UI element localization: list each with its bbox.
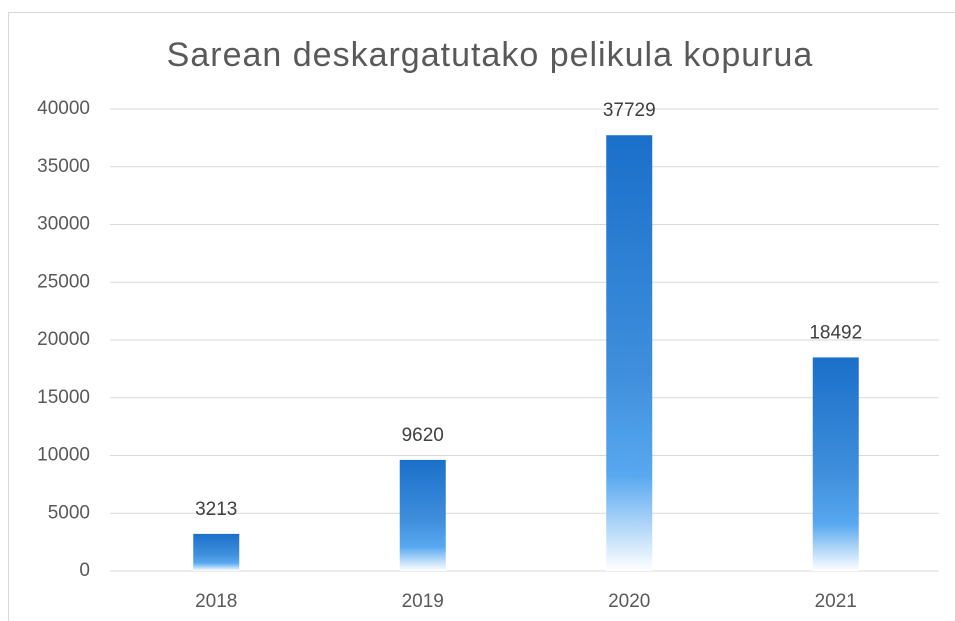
y-tick-label: 35000	[37, 156, 90, 177]
bar	[193, 533, 240, 571]
y-tick-label: 40000	[37, 98, 90, 119]
data-label: 37729	[603, 100, 656, 121]
y-tick-label: 15000	[37, 387, 90, 408]
bar	[399, 459, 446, 571]
y-tick-label: 5000	[48, 502, 90, 523]
y-tick-label: 25000	[37, 271, 90, 292]
bar	[812, 357, 859, 571]
data-label: 3213	[195, 499, 237, 520]
y-tick-label: 30000	[37, 214, 90, 235]
x-tick-label: 2019	[402, 591, 444, 612]
x-tick-label: 2018	[195, 591, 237, 612]
x-tick-label: 2020	[608, 591, 650, 612]
chart-border	[8, 12, 955, 621]
chart-title: Sarean deskargatutako pelikula kopurua	[167, 36, 814, 74]
bar	[606, 135, 653, 572]
y-tick-label: 0	[79, 560, 90, 581]
data-label: 18492	[809, 322, 862, 343]
y-tick-label: 20000	[37, 329, 90, 350]
data-label: 9620	[402, 425, 444, 446]
x-tick-label: 2021	[815, 591, 857, 612]
y-tick-label: 10000	[37, 445, 90, 466]
